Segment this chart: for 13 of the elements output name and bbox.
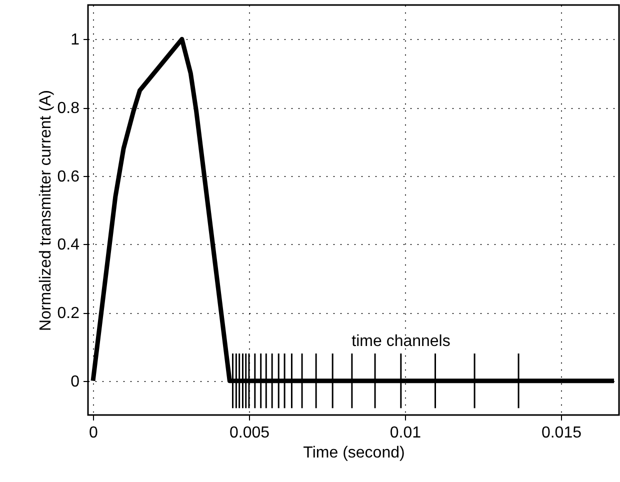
y-tick-label: 0.2 <box>57 305 80 322</box>
x-tick-label: 0.01 <box>390 424 422 442</box>
y-tick-label: 0.6 <box>57 168 80 186</box>
x-tick-label: 0.005 <box>229 424 270 442</box>
y-tick-label: 1 <box>70 32 80 49</box>
x-tick-label: 0.015 <box>541 424 582 442</box>
y-tick-label: 0.4 <box>57 236 80 254</box>
y-tick-label: 0.8 <box>57 100 80 117</box>
y-axis-title: Normalized transmitter current (A) <box>37 90 54 331</box>
y-tick-label: 0 <box>70 373 80 390</box>
x-tick-label: 0 <box>89 424 98 442</box>
x-axis-title: Time (second) <box>303 444 405 462</box>
annotation: time channels <box>352 333 450 350</box>
